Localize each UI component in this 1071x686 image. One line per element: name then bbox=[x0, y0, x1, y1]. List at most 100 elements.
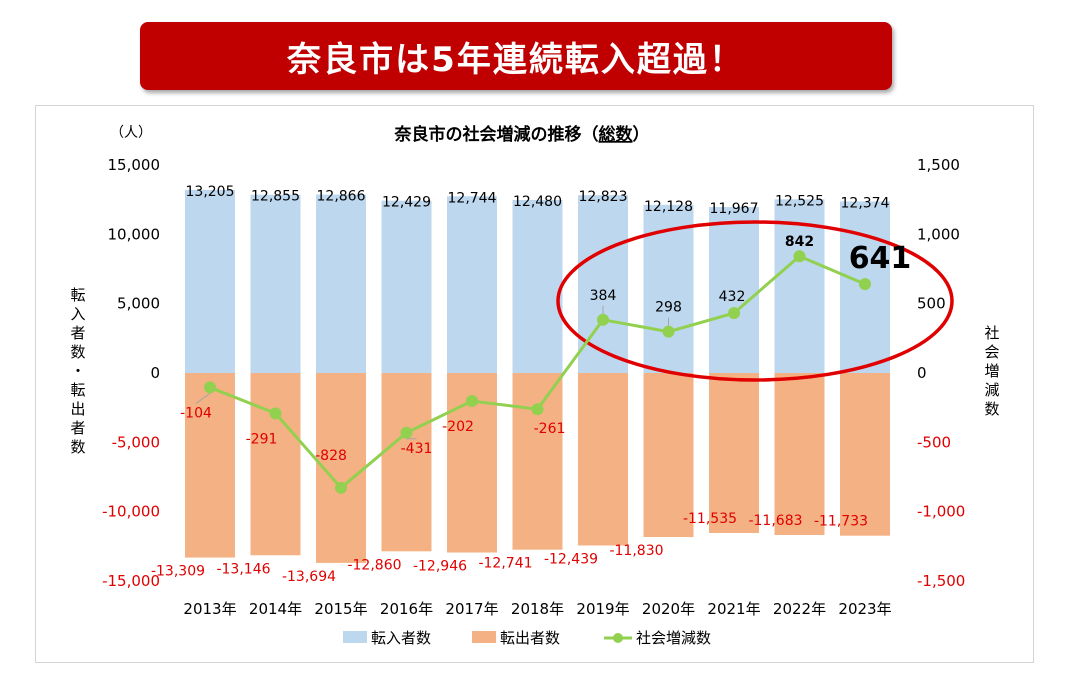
net-change-point bbox=[793, 250, 806, 263]
net-change-label: 641 bbox=[849, 241, 912, 276]
net-change-point bbox=[400, 426, 413, 439]
net-change-point bbox=[728, 307, 740, 320]
bar-outgoing-label: -12,946 bbox=[413, 559, 467, 575]
chart-title-emph: 総数 bbox=[599, 124, 634, 145]
net-change-point bbox=[335, 481, 347, 494]
y-right-tick-label: 1,000 bbox=[917, 225, 960, 243]
bar-outgoing bbox=[840, 373, 890, 536]
bar-outgoing bbox=[381, 373, 432, 552]
net-change-label: -202 bbox=[442, 419, 474, 435]
legend-label-outgoing: 転出者数 bbox=[500, 629, 560, 647]
net-change-label: 842 bbox=[785, 234, 814, 250]
x-category-label: 2016年 bbox=[380, 600, 433, 618]
bar-incoming-label: 12,823 bbox=[579, 189, 628, 205]
net-change-label: -431 bbox=[401, 441, 433, 457]
net-change-label: 384 bbox=[590, 288, 617, 304]
bar-incoming-label: 13,205 bbox=[186, 184, 235, 200]
bar-incoming-label: 12,374 bbox=[841, 195, 890, 211]
y-left-tick-label: -5,000 bbox=[112, 433, 160, 451]
bar-outgoing-label: -11,733 bbox=[814, 514, 868, 530]
net-change-point bbox=[204, 381, 216, 394]
x-category-label: 2023年 bbox=[838, 600, 891, 618]
bar-incoming-label: 12,128 bbox=[644, 199, 693, 215]
net-change-label: -104 bbox=[180, 405, 212, 421]
y-right-tick-label: -1,000 bbox=[917, 503, 965, 521]
bar-outgoing bbox=[578, 373, 628, 546]
bar-incoming bbox=[447, 196, 497, 373]
net-change-point bbox=[859, 278, 871, 291]
y-right-tick-label: 1,500 bbox=[917, 156, 960, 174]
bar-outgoing-label: -13,694 bbox=[282, 569, 336, 585]
bar-incoming bbox=[381, 200, 432, 373]
headline-text: 奈良市は5年連続転入超過！ bbox=[287, 39, 745, 80]
y-left-tick-label: 10,000 bbox=[108, 225, 161, 243]
legend-swatch-incoming bbox=[343, 631, 367, 643]
x-category-label: 2022年 bbox=[773, 600, 826, 618]
y-left-tick-label: 0 bbox=[150, 364, 160, 382]
bar-incoming bbox=[512, 199, 563, 373]
bar-incoming bbox=[185, 189, 235, 373]
net-change-label: -291 bbox=[246, 431, 278, 447]
y-right-tick-label: -500 bbox=[917, 433, 951, 451]
chart-title-suffix: ） bbox=[633, 124, 650, 145]
y-left-tick-label: -10,000 bbox=[102, 503, 160, 521]
bar-outgoing-label: -11,683 bbox=[748, 513, 802, 529]
bar-incoming bbox=[578, 195, 628, 373]
net-change-point bbox=[662, 325, 675, 338]
x-category-label: 2018年 bbox=[511, 600, 564, 618]
bar-incoming-label: 11,967 bbox=[710, 201, 759, 217]
y-left-tick-label: -15,000 bbox=[102, 572, 160, 590]
net-change-point bbox=[466, 395, 478, 408]
legend-swatch-outgoing bbox=[472, 631, 496, 643]
highlight-ellipse bbox=[556, 220, 954, 382]
bar-incoming-label: 12,855 bbox=[251, 189, 300, 205]
net-change-point bbox=[531, 403, 544, 416]
net-change-label: 432 bbox=[719, 289, 746, 305]
y-right-tick-label: 500 bbox=[917, 295, 946, 313]
legend-marker-net bbox=[613, 633, 623, 643]
leader-line bbox=[195, 393, 211, 404]
bar-outgoing-label: -12,439 bbox=[544, 551, 598, 567]
headline-banner: 奈良市は5年連続転入超過！ bbox=[140, 22, 892, 90]
bar-incoming bbox=[774, 199, 825, 373]
net-change-point bbox=[269, 407, 282, 420]
x-category-label: 2021年 bbox=[707, 600, 760, 618]
bar-outgoing bbox=[185, 373, 235, 558]
bar-incoming-label: 12,525 bbox=[775, 193, 824, 209]
bar-incoming-label: 12,480 bbox=[513, 194, 562, 210]
x-category-label: 2019年 bbox=[576, 600, 629, 618]
y-left-axis-title: 転入者数・転出者数 bbox=[70, 286, 85, 456]
bar-outgoing bbox=[774, 373, 825, 536]
unit-label: （人） bbox=[110, 125, 152, 141]
net-change-label: -828 bbox=[315, 448, 347, 464]
chart-title-prefix: 奈良市の社会増減の推移（ bbox=[394, 124, 599, 145]
bar-outgoing-label: -12,741 bbox=[478, 556, 532, 572]
y-right-axis-title: 社会増減数 bbox=[984, 324, 999, 418]
bar-outgoing-label: -13,146 bbox=[216, 561, 270, 577]
bar-outgoing-label: -13,309 bbox=[151, 564, 205, 580]
bar-incoming bbox=[250, 194, 301, 373]
bar-incoming bbox=[709, 207, 759, 373]
bar-outgoing-label: -11,535 bbox=[683, 511, 737, 527]
bar-incoming-label: 12,866 bbox=[317, 189, 366, 205]
legend-label-incoming: 転入者数 bbox=[371, 629, 431, 647]
bar-outgoing-label: -11,830 bbox=[609, 543, 663, 559]
bar-incoming-label: 12,744 bbox=[448, 190, 497, 206]
y-left-tick-label: 15,000 bbox=[108, 156, 161, 174]
x-category-label: 2014年 bbox=[249, 600, 302, 618]
y-left-tick-label: 5,000 bbox=[117, 295, 160, 313]
legend-label-net: 社会増減数 bbox=[636, 629, 711, 647]
bar-outgoing-label: -12,860 bbox=[347, 557, 401, 573]
x-category-label: 2017年 bbox=[445, 600, 498, 618]
y-right-tick-label: 0 bbox=[917, 364, 927, 382]
bar-incoming-label: 12,429 bbox=[382, 195, 431, 211]
net-change-label: -261 bbox=[534, 421, 566, 437]
bar-outgoing bbox=[709, 373, 759, 533]
x-category-label: 2015年 bbox=[314, 600, 367, 618]
x-category-label: 2020年 bbox=[642, 600, 695, 618]
chart-title: 奈良市の社会増減の推移（総数） bbox=[394, 124, 650, 145]
net-change-point bbox=[597, 313, 609, 326]
bar-outgoing bbox=[643, 373, 694, 538]
x-category-label: 2013年 bbox=[183, 600, 236, 618]
